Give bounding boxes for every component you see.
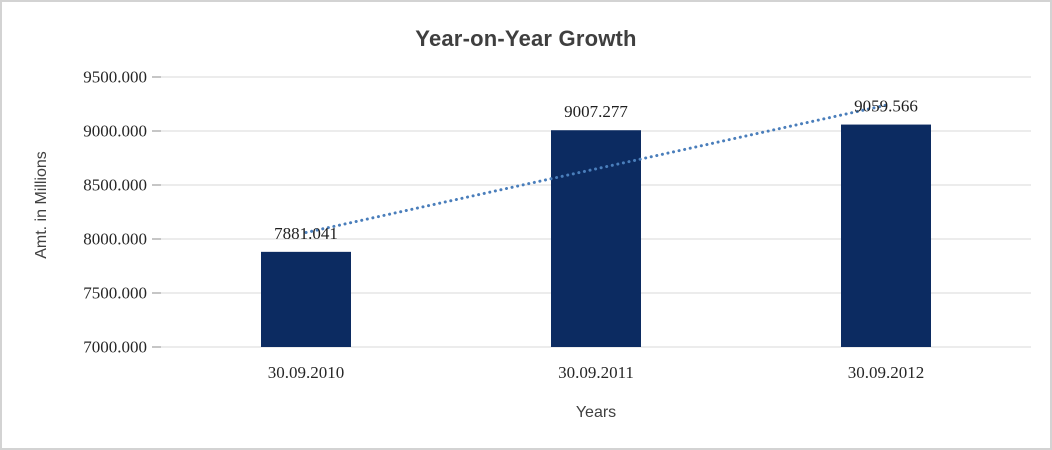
- bar-value-label: 9059.566: [854, 97, 918, 116]
- y-tick-label: 9500.000: [83, 68, 147, 87]
- bar: [841, 124, 931, 348]
- bar-value-label: 9007.277: [564, 102, 628, 121]
- y-tick-label: 9000.000: [83, 122, 147, 141]
- x-axis-title: Years: [575, 404, 617, 421]
- x-tick-label: 30.09.2011: [558, 363, 634, 382]
- x-tick-label: 30.09.2012: [848, 363, 925, 382]
- chart-title: Year-on-Year Growth: [415, 26, 637, 51]
- y-tick-label: 8000.000: [83, 230, 147, 249]
- x-tick-label: 30.09.2010: [268, 363, 345, 382]
- y-tick-label: 8500.000: [83, 176, 147, 195]
- bar-value-label: 7881.041: [274, 224, 338, 243]
- y-tick-label: 7500.000: [83, 284, 147, 303]
- bar: [551, 130, 641, 347]
- bar: [261, 251, 351, 347]
- trendline: [304, 103, 888, 235]
- y-tick-label: 7000.000: [83, 338, 147, 357]
